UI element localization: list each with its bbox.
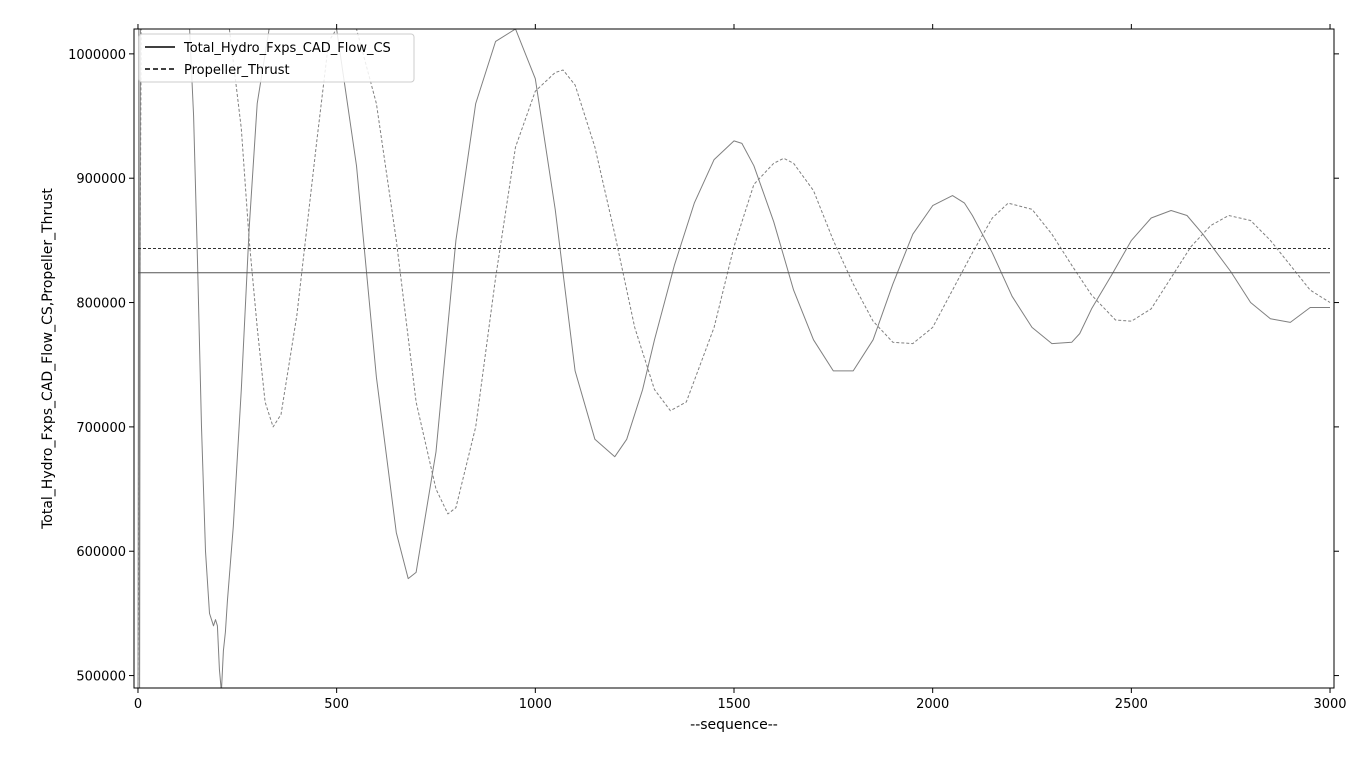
plot-frame — [133, 28, 1335, 689]
x-axis-ticks: 0 500 1000 1500 2000 2500 3000 — [134, 24, 1347, 712]
x-tick-label: 1000 — [519, 697, 552, 712]
legend-box — [138, 33, 415, 83]
y-tick-label: 800000 — [76, 297, 126, 312]
legend-label-propeller-thrust: Propeller_Thrust — [184, 63, 290, 78]
x-tick-label: 1500 — [717, 697, 750, 712]
y-axis-ticks: 500000 600000 700000 800000 900000 1000000 — [68, 48, 1339, 685]
legend-label-total-hydro: Total_Hydro_Fxps_CAD_Flow_CS — [183, 41, 391, 56]
y-axis-title: Total_Hydro_Fxps_CAD_Flow_CS,Propeller_T… — [40, 188, 56, 530]
x-tick-label: 2000 — [916, 697, 949, 712]
y-tick-label: 500000 — [76, 670, 126, 685]
legend: Total_Hydro_Fxps_CAD_Flow_CS Propeller_T… — [138, 33, 415, 83]
series-line-1 — [137, 29, 1331, 688]
x-tick-label: 3000 — [1313, 697, 1346, 712]
y-tick-label: 900000 — [76, 172, 126, 187]
x-tick-label: 2500 — [1115, 697, 1148, 712]
x-tick-label: 0 — [134, 697, 142, 712]
y-tick-label: 600000 — [76, 545, 126, 560]
x-axis-title: --sequence-- — [690, 717, 778, 733]
series-line-0 — [137, 29, 1330, 688]
y-tick-label: 1000000 — [68, 48, 126, 63]
y-tick-label: 700000 — [76, 421, 126, 436]
x-tick-label: 500 — [324, 697, 349, 712]
plot-lines — [137, 29, 1331, 688]
